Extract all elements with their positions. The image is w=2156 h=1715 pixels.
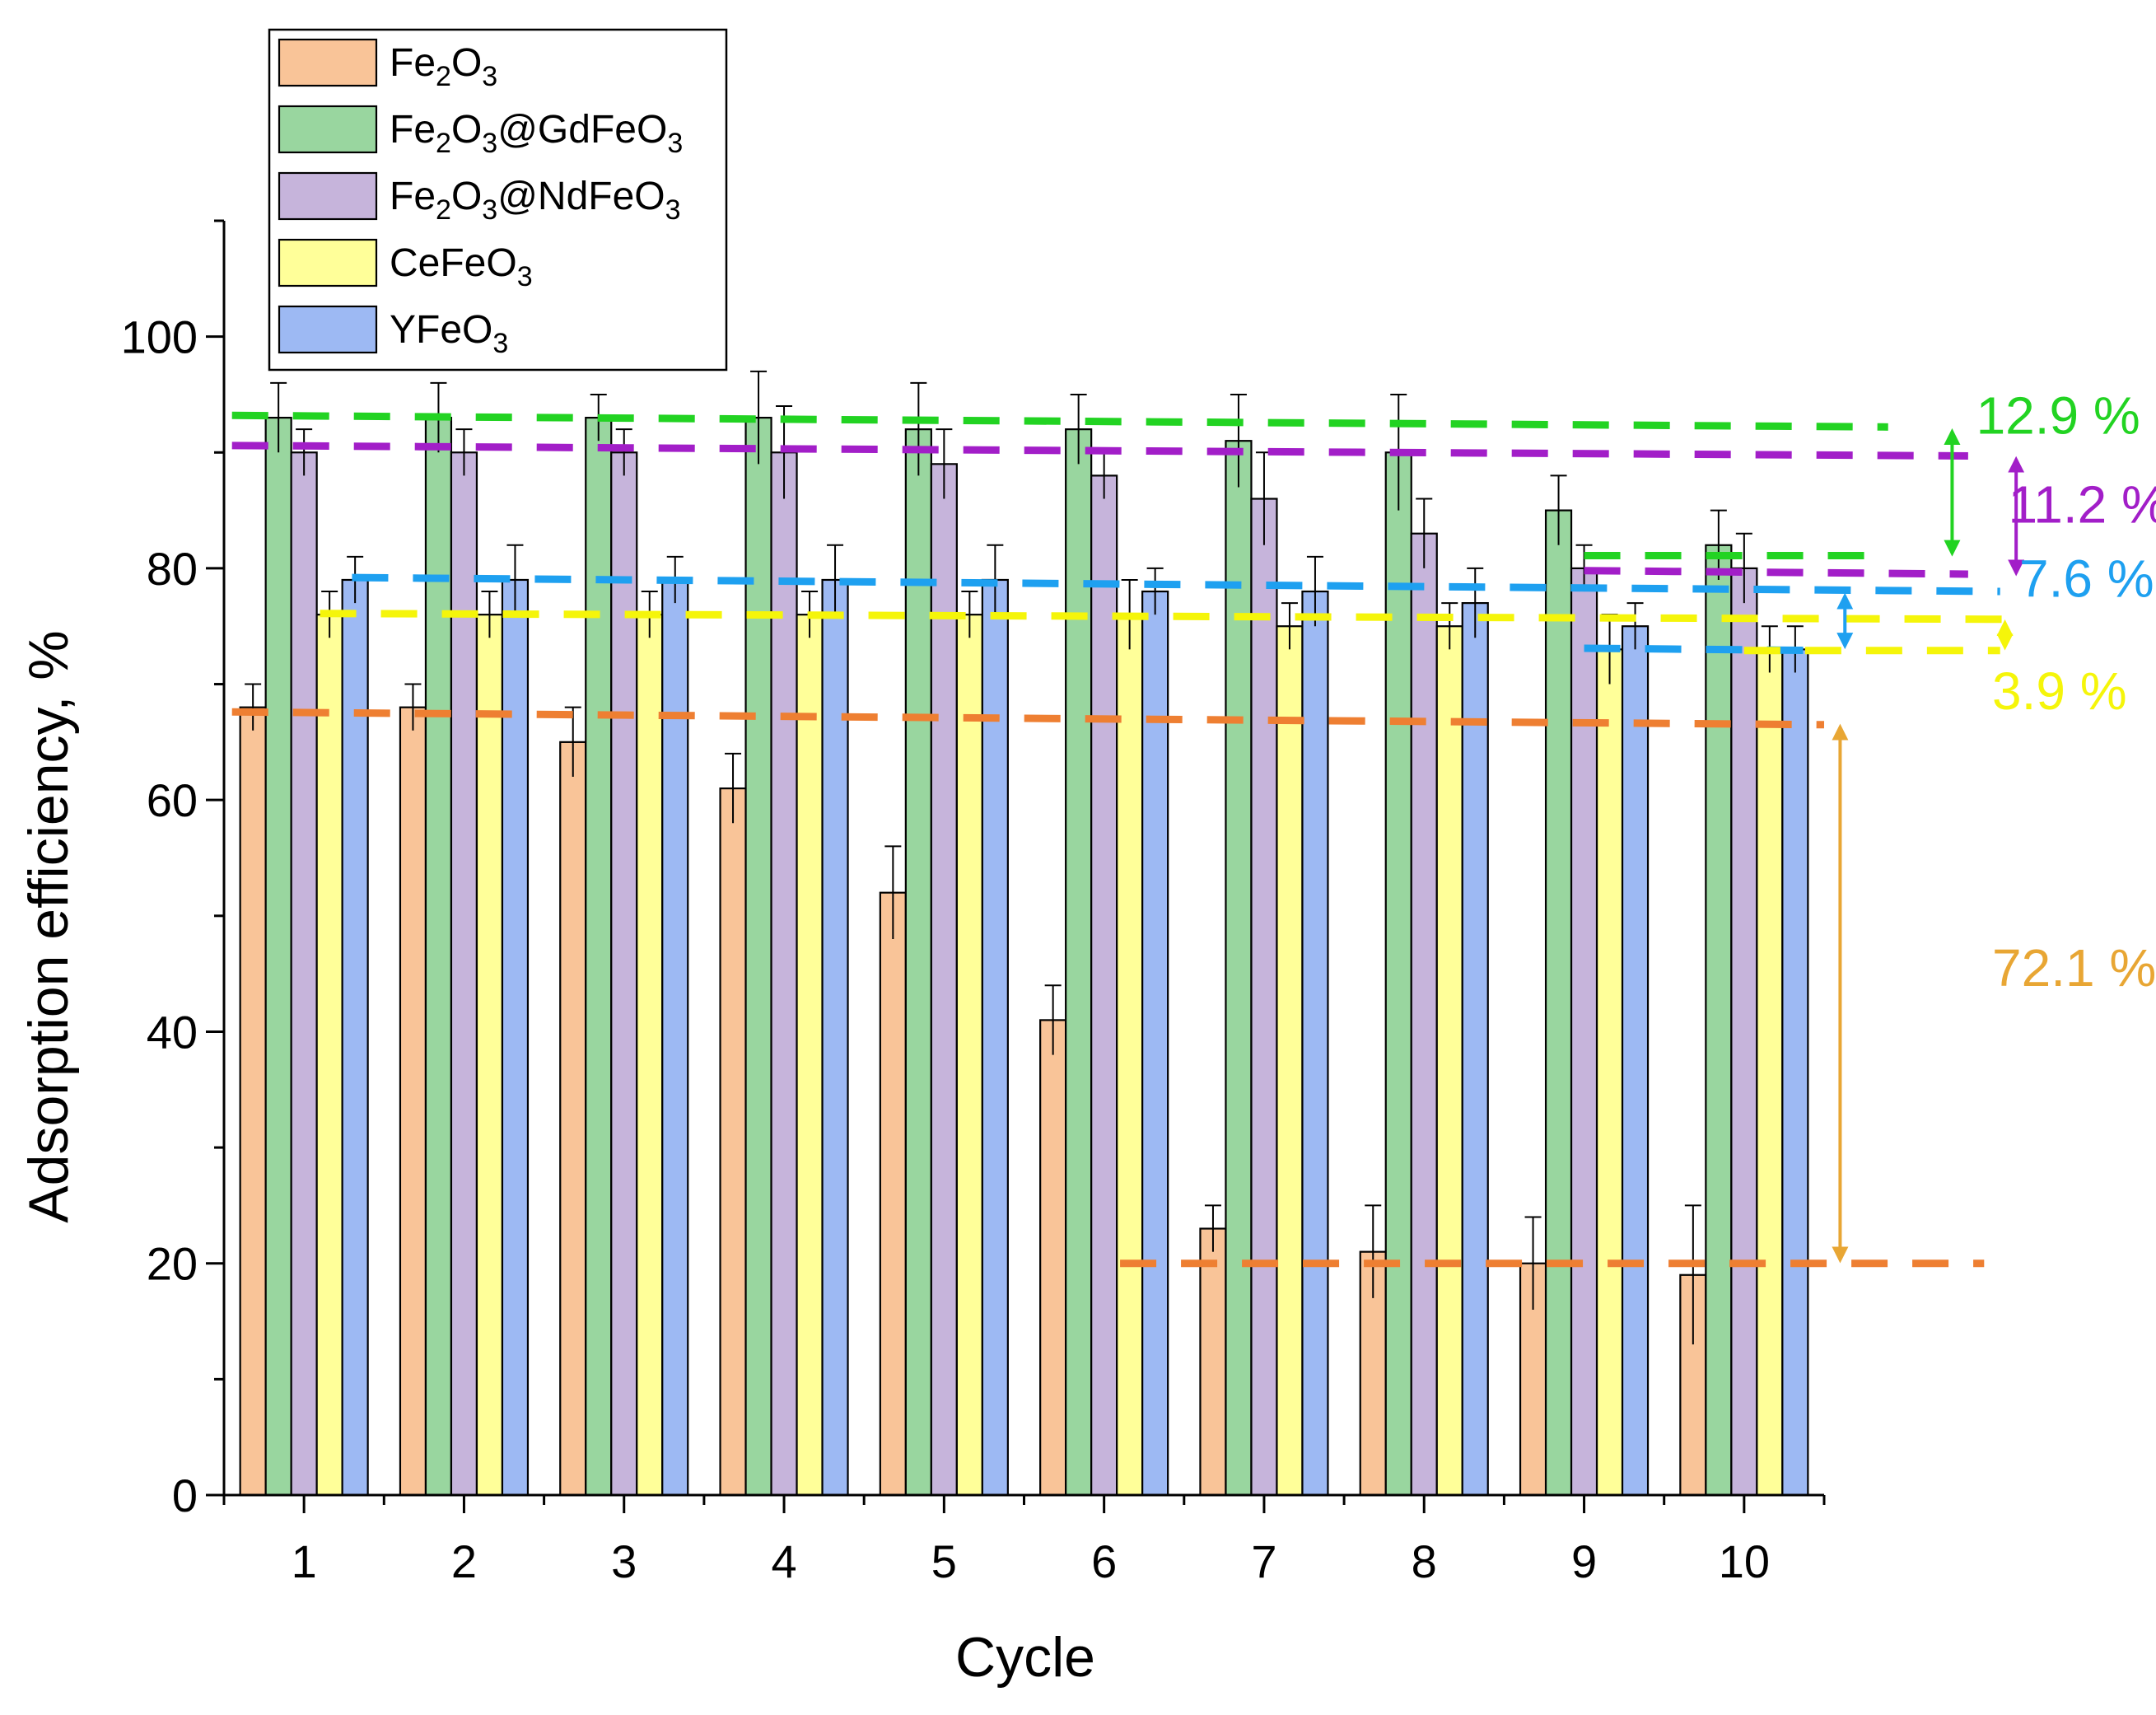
bar (1705, 544, 1733, 1497)
bar (904, 428, 932, 1497)
x-tick-label: 1 (292, 1535, 317, 1587)
bar (1621, 625, 1650, 1497)
bar (1276, 625, 1304, 1497)
difference-label: 12.9 % (1976, 386, 2140, 445)
legend-label: Fe2O3@GdFeO3 (390, 108, 683, 159)
legend-label: YFeO3 (390, 308, 508, 359)
legend: Fe2O3 Fe2O3@GdFeO3 Fe2O3@NdFeO3 CeFeO3 YFeO3 (268, 28, 728, 372)
x-tick-label: 4 (771, 1535, 796, 1587)
trend-line (352, 573, 2000, 596)
bar (636, 614, 664, 1497)
bar (239, 706, 267, 1497)
difference-label: 11.2 % (2008, 475, 2156, 535)
y-tick-label: 20 (147, 1238, 198, 1290)
bar (719, 787, 747, 1497)
bar (1301, 590, 1329, 1497)
legend-swatch (278, 238, 378, 287)
x-tick-label: 10 (1719, 1535, 1770, 1587)
legend-label: CeFeO3 (390, 241, 533, 292)
bar (1141, 590, 1169, 1497)
bar (501, 578, 530, 1497)
bar (981, 578, 1009, 1497)
annotation-layer: 12.9 % 11.2 % 7.6 % 3.9 % 72.1 % (1832, 386, 2156, 1264)
x-tick-label: 8 (1412, 1535, 1437, 1587)
bar (1544, 509, 1573, 1497)
bar (559, 741, 587, 1497)
bar (744, 416, 772, 1497)
bar (1410, 532, 1438, 1497)
bar (1090, 474, 1118, 1497)
legend-label: Fe2O3 (390, 41, 497, 92)
difference-label: 72.1 % (1992, 938, 2156, 998)
bar (610, 451, 638, 1497)
difference-label: 7.6 % (2019, 549, 2154, 609)
bar (1435, 625, 1463, 1497)
bar (315, 614, 343, 1497)
x-tick-label: 2 (451, 1535, 477, 1587)
bar (1781, 648, 1809, 1497)
bar (290, 451, 318, 1497)
x-axis-label: Cycle (955, 1626, 1095, 1689)
bar (1570, 567, 1598, 1497)
bars-layer (239, 370, 1809, 1497)
y-tick-label: 0 (172, 1470, 198, 1521)
trend-line (1584, 644, 1825, 655)
x-tick-label: 9 (1571, 1535, 1597, 1587)
bar (341, 578, 369, 1497)
trend-line (1584, 567, 1968, 578)
y-tick-label: 60 (147, 774, 198, 826)
bar (1116, 614, 1144, 1497)
x-tick-label: 3 (611, 1535, 637, 1587)
trend-line (231, 411, 1888, 431)
bar (1065, 428, 1093, 1497)
legend-swatch (278, 305, 378, 354)
axes-layer: 0 20 40 60 80 100 1 2 3 4 5 6 7 8 9 10 (121, 219, 1826, 1587)
legend-label: Fe2O3@NdFeO3 (390, 175, 681, 226)
bar (955, 614, 983, 1497)
bar (1595, 648, 1624, 1497)
trend-line (320, 610, 2009, 624)
bar (796, 614, 824, 1497)
bar (1461, 601, 1489, 1497)
y-tick-label: 40 (147, 1006, 198, 1058)
difference-label: 3.9 % (1992, 661, 2127, 721)
legend-swatch (278, 105, 378, 154)
bar (1384, 451, 1412, 1497)
legend-swatch (278, 38, 378, 87)
bar (770, 451, 798, 1497)
y-axis-label: Adsorption efficiency, % (17, 630, 80, 1222)
y-tick-label: 100 (121, 311, 198, 363)
bar (264, 416, 292, 1497)
trend-line (231, 442, 1968, 460)
x-tick-label: 5 (931, 1535, 957, 1587)
x-tick-label: 6 (1091, 1535, 1117, 1587)
bar (1039, 1019, 1067, 1497)
y-tick-label: 80 (147, 543, 198, 595)
bar (1199, 1227, 1227, 1497)
bar (1730, 567, 1758, 1497)
bar (1250, 498, 1278, 1497)
bar (879, 891, 907, 1497)
bar (1756, 648, 1784, 1497)
bar (450, 451, 478, 1497)
trend-layer (231, 411, 2009, 1268)
bar (1225, 440, 1253, 1497)
trend-line (231, 708, 1825, 729)
legend-swatch (278, 171, 378, 221)
bar (399, 706, 427, 1497)
x-tick-label: 7 (1251, 1535, 1276, 1587)
bar (475, 614, 504, 1497)
